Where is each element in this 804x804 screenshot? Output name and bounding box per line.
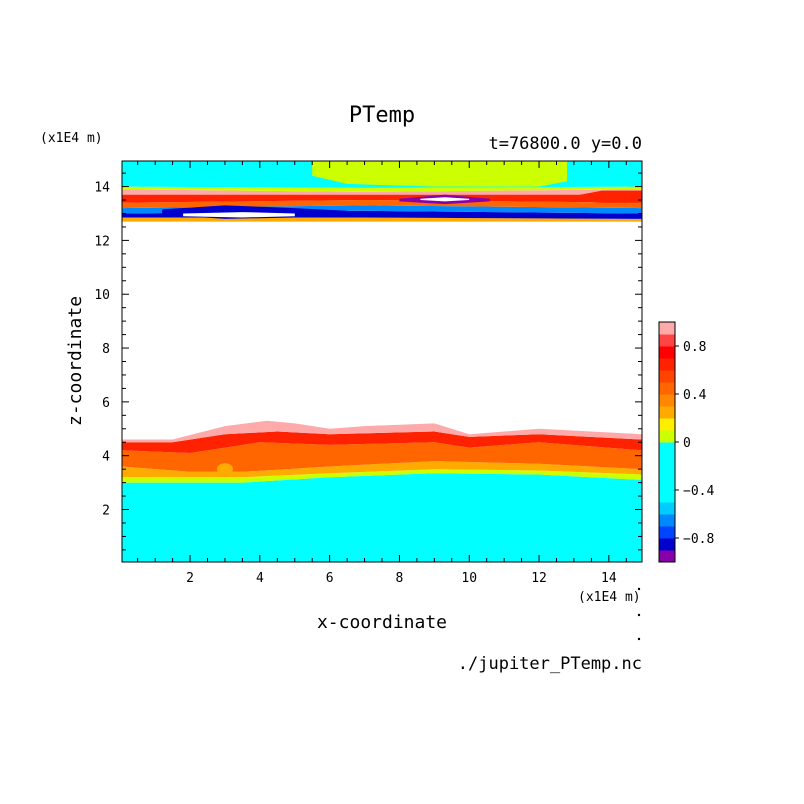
colorbar-swatch <box>659 370 675 383</box>
contour-region-upper-white-2 <box>420 197 470 202</box>
y-tick-label: 12 <box>94 234 110 249</box>
colorbar-swatch <box>659 346 675 359</box>
chart-subtitle: t=76800.0 y=0.0 <box>488 134 642 154</box>
x-tick-label: 14 <box>601 571 617 586</box>
colorbar-tick-label: 0 <box>683 436 691 451</box>
x-tick-label: 12 <box>531 571 547 586</box>
corner-dot <box>637 613 641 617</box>
colorbar-swatch <box>659 538 675 551</box>
corner-dot <box>637 587 641 591</box>
y-ticks: 2 4 6 8 10 12 14 <box>94 172 642 551</box>
contour-region-lower-red <box>122 431 642 453</box>
y-tick-label: 2 <box>102 504 110 519</box>
colorbar-swatch <box>659 466 675 479</box>
colorbar-swatch <box>659 502 675 515</box>
colorbar-tick-label: −0.4 <box>683 484 714 499</box>
x-tick-label: 8 <box>396 571 404 586</box>
contour-region-upper-band-5 <box>122 194 642 203</box>
colorbar-swatch <box>659 550 675 563</box>
y-tick-label: 10 <box>94 288 110 303</box>
colorbar-swatch <box>659 322 675 335</box>
contour-region-upper-band-7 <box>122 186 642 192</box>
contour-region-upper-band-1 <box>122 217 642 222</box>
contour-region-upper-white-1 <box>183 212 295 218</box>
colorbar: 0.8 0.4 0 −0.4 −0.8 <box>658 321 714 563</box>
source-file-label: ./jupiter_PTemp.nc <box>458 654 642 674</box>
y-axis-unit: (x1E4 m) <box>40 131 103 146</box>
colorbar-swatch <box>659 394 675 407</box>
colorbar-swatch <box>659 334 675 347</box>
contour-region-lower-pink <box>122 420 642 443</box>
colorbar-tick-label: 0.8 <box>683 340 706 355</box>
contour-region-upper-right-red <box>567 190 642 203</box>
contour-region-upper-yellow-patch <box>312 161 567 187</box>
contour-region-upper-band-4 <box>122 200 642 209</box>
x-axis-label: x-coordinate <box>317 612 447 633</box>
colorbar-swatch <box>659 514 675 527</box>
colorbar-swatch <box>659 442 675 455</box>
colorbar-swatch <box>659 490 675 503</box>
contour-field <box>122 161 642 562</box>
chart-title: PTemp <box>349 103 415 128</box>
colorbar-swatch <box>659 454 675 467</box>
colorbar-swatch <box>659 358 675 371</box>
colorbar-swatch <box>659 406 675 419</box>
x-tick-label: 4 <box>256 571 264 586</box>
colorbar-swatch <box>659 418 675 431</box>
contour-region-blob <box>216 463 233 476</box>
x-tick-label: 10 <box>461 571 477 586</box>
colorbar-swatch <box>659 430 675 443</box>
contour-region-lower-orange <box>122 461 642 478</box>
contour-region-lower-cyan <box>122 473 642 562</box>
x-tick-label: 2 <box>186 571 194 586</box>
x-ticks: 2 4 6 8 10 12 14 <box>137 161 627 586</box>
y-tick-label: 4 <box>102 450 110 465</box>
x-axis-unit: (x1E4 m) <box>578 590 641 605</box>
y-tick-label: 6 <box>102 396 110 411</box>
y-tick-label: 8 <box>102 342 110 357</box>
contour-region-upper-band-6 <box>122 189 642 195</box>
x-tick-label: 6 <box>326 571 334 586</box>
decoration-dots <box>637 587 641 641</box>
colorbar-swatch <box>659 478 675 491</box>
contour-region-lower-darkorange <box>122 442 642 472</box>
y-tick-label: 14 <box>94 181 110 196</box>
colorbar-swatch <box>659 526 675 539</box>
colorbar-tick-label: 0.4 <box>683 388 707 403</box>
corner-dot <box>637 637 641 641</box>
contour-region-lower-yellow <box>122 469 642 483</box>
y-axis-label: z-coordinate <box>65 296 86 426</box>
colorbar-tick-label: −0.8 <box>683 532 714 547</box>
colorbar-swatch <box>659 382 675 395</box>
